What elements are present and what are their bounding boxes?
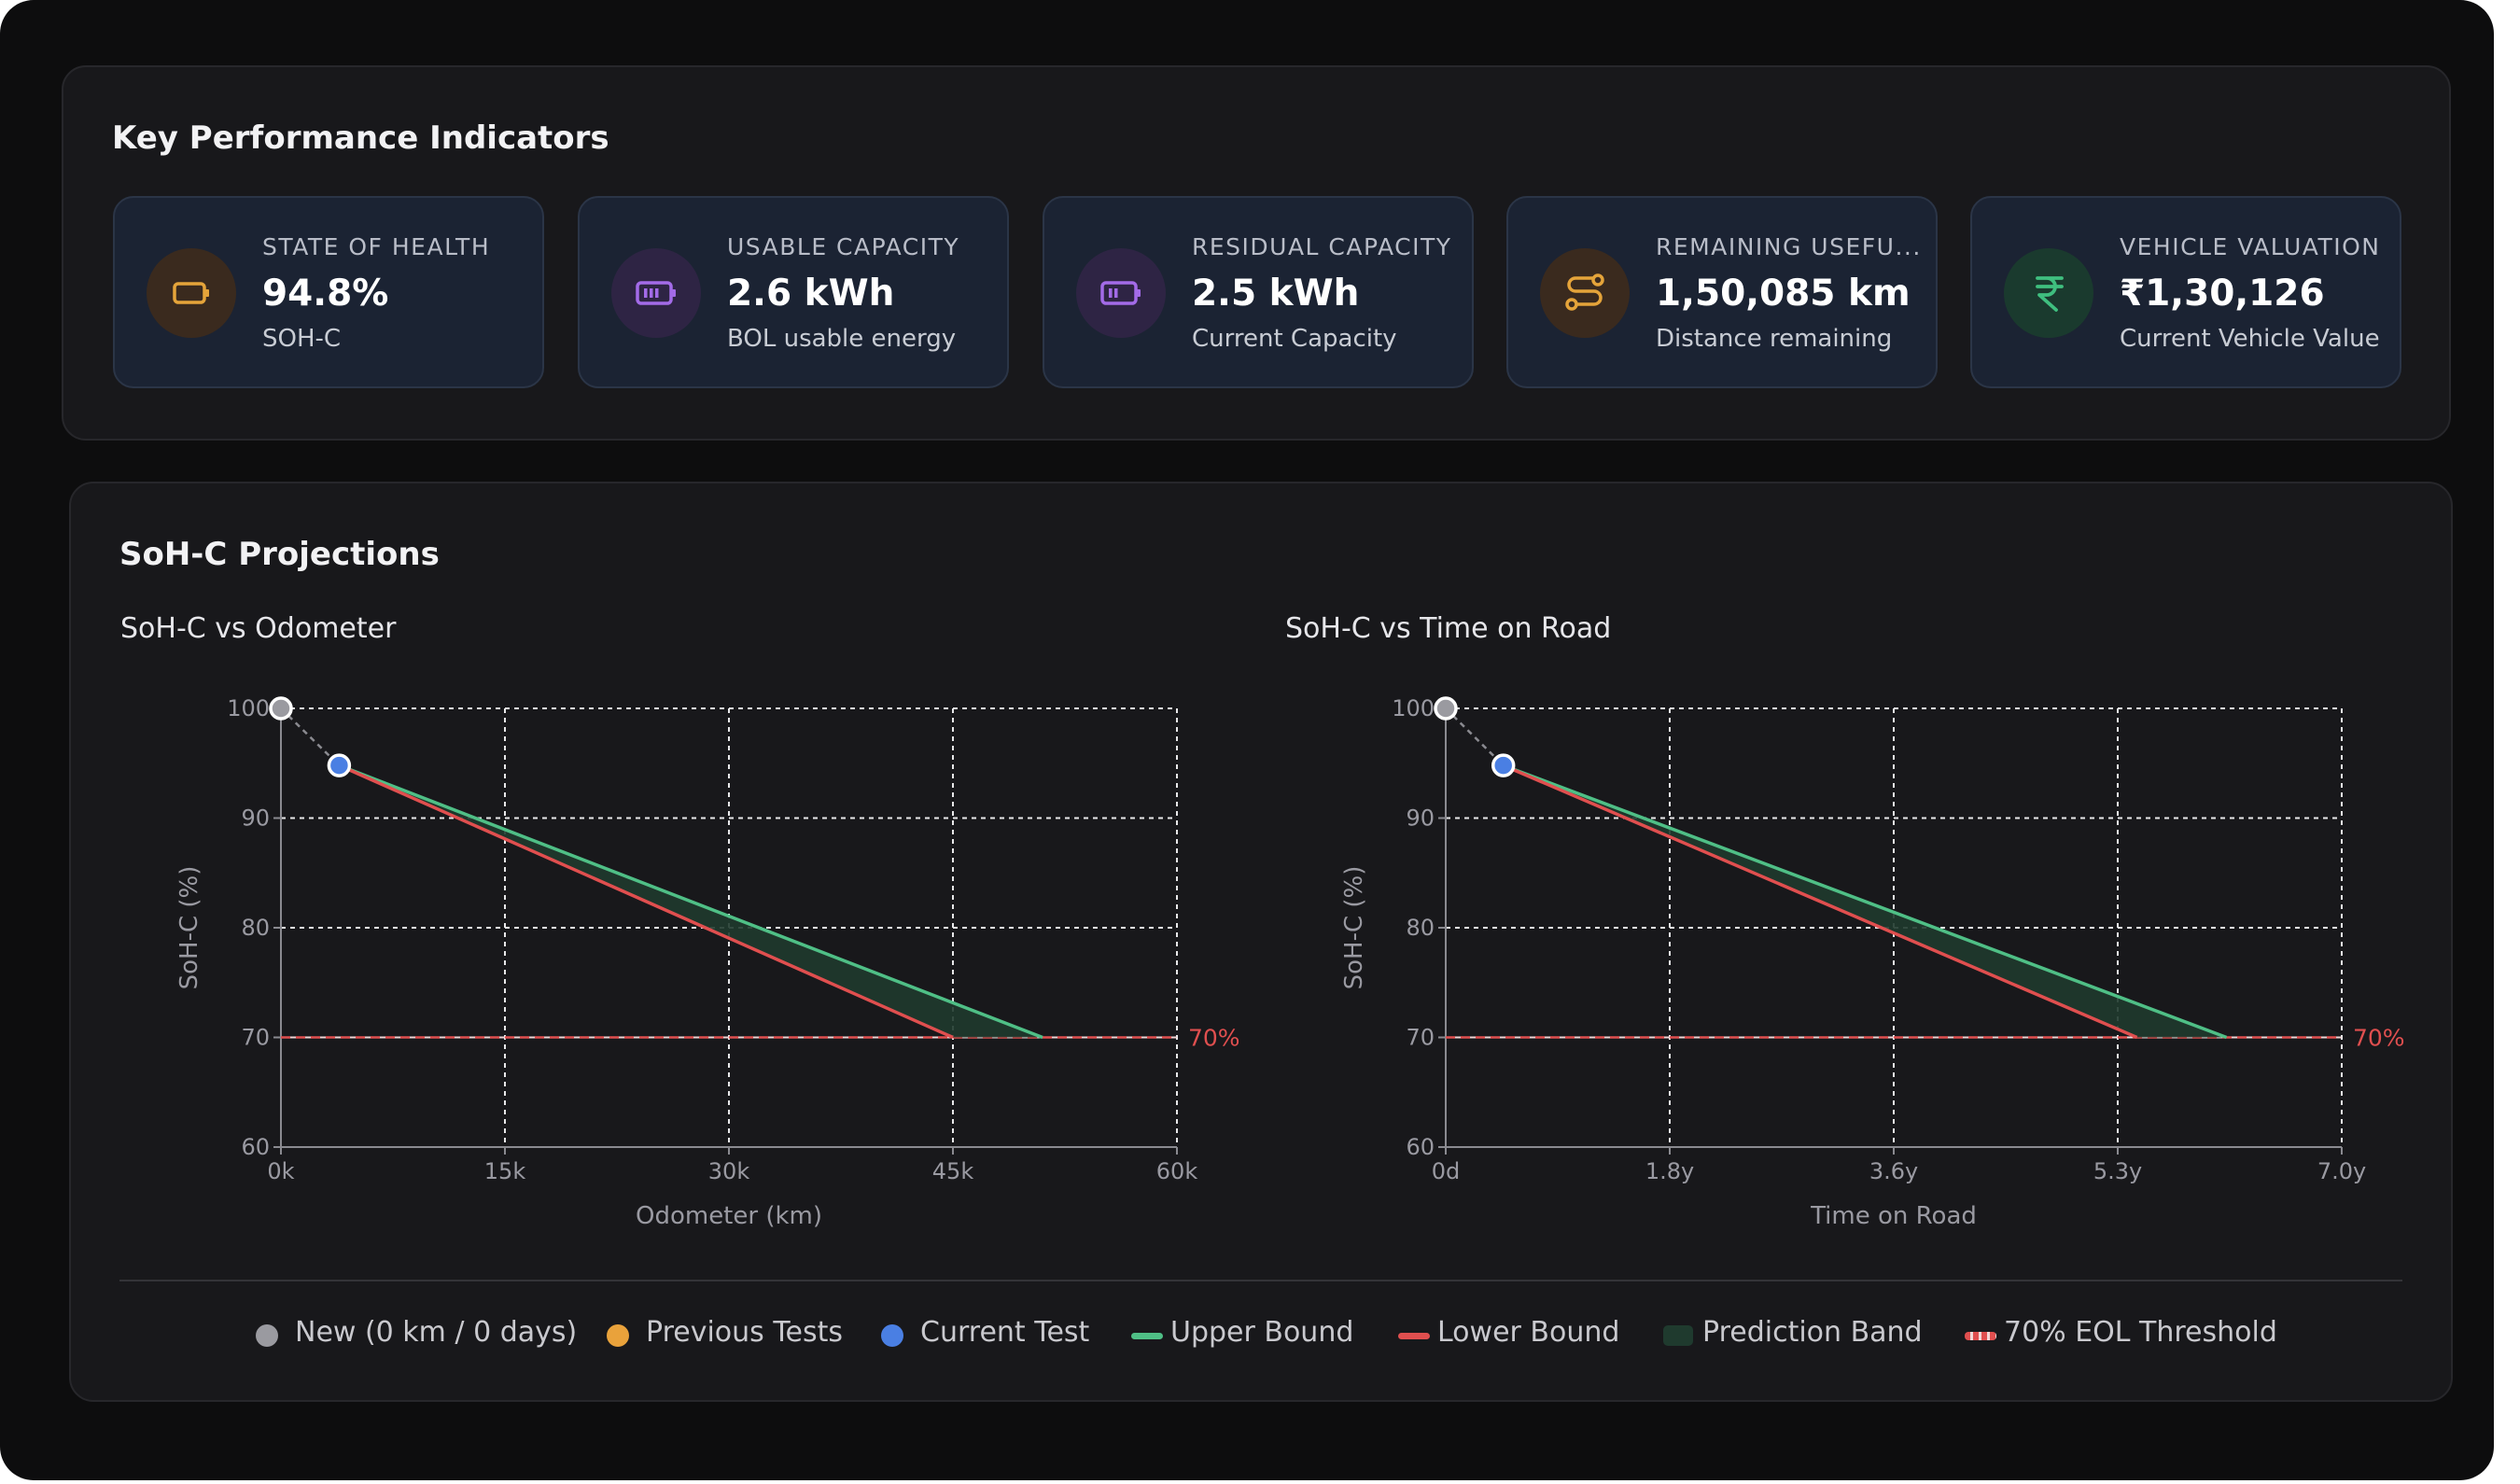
kpi-label: RESIDUAL CAPACITY: [1192, 233, 1452, 260]
kpi-card-1: STATE OF HEALTH 94.8% SOH-C: [113, 196, 544, 388]
kpi-subtext: SOH-C: [262, 325, 342, 353]
kpi-panel-title: Key Performance Indicators: [112, 119, 609, 157]
eol-threshold-label: 70%: [2353, 1025, 2405, 1052]
x-tick-label: 45k: [932, 1158, 974, 1184]
kpi-card-2: USABLE CAPACITY 2.6 kWh BOL usable energ…: [578, 196, 1009, 388]
x-tick-label: 1.8y: [1645, 1158, 1694, 1184]
y-tick-label: 70: [241, 1025, 270, 1051]
current-test-point[interactable]: [1491, 753, 1516, 777]
kpi-label: STATE OF HEALTH: [262, 233, 491, 260]
kpi-value: ₹1,30,126: [2120, 273, 2325, 315]
y-tick-label: 60: [1406, 1134, 1435, 1160]
kpi-value: 94.8%: [262, 273, 389, 315]
upper-bound-line: [338, 763, 1043, 1040]
kpi-subtext: Current Vehicle Value: [2120, 325, 2380, 353]
legend-dot: [607, 1324, 629, 1347]
x-axis-label: Time on Road: [1810, 1202, 1977, 1230]
legend-divider: [119, 1280, 2402, 1281]
kpi-card-5: VEHICLE VALUATION ₹1,30,126 Current Vehi…: [1970, 196, 2401, 388]
time-chart-title: SoH-C vs Time on Road: [1285, 612, 1612, 645]
new-point[interactable]: [1434, 696, 1458, 721]
lower-bound-line: [338, 763, 954, 1040]
kpi-subtext: BOL usable energy: [727, 325, 957, 353]
y-tick-label: 80: [241, 915, 270, 941]
rupee-icon: [2004, 248, 2093, 338]
legend-label: Current Test: [920, 1316, 1090, 1349]
x-tick-label: 0k: [267, 1158, 294, 1184]
kpi-card-3: RESIDUAL CAPACITY 2.5 kWh Current Capaci…: [1043, 196, 1474, 388]
eol-threshold-label: 70%: [1188, 1025, 1240, 1052]
x-tick-label: 5.3y: [2093, 1158, 2142, 1184]
legend-line: [1398, 1333, 1430, 1339]
time-on-road-chart: 0d 1.8y 3.6y 5.3y 7.0y 60 70 80 90 100 Time on Roa…: [1340, 695, 2405, 1230]
battery-medium-icon: [1076, 248, 1166, 338]
battery-full-icon: [611, 248, 701, 338]
x-axis-label: Odometer (km): [636, 1202, 822, 1230]
x-tick-label: 7.0y: [2317, 1158, 2366, 1184]
legend-dot: [256, 1324, 278, 1347]
new-point[interactable]: [269, 696, 293, 721]
y-tick-label: 90: [241, 805, 270, 832]
kpi-value: 2.5 kWh: [1192, 273, 1360, 315]
legend-band: [1663, 1325, 1693, 1346]
history-connector: [1445, 707, 1505, 766]
kpi-value: 1,50,085 km: [1656, 273, 1911, 315]
legend-label: New (0 km / 0 days): [295, 1316, 578, 1349]
legend-label: Upper Bound: [1170, 1316, 1354, 1349]
x-tick-label: 30k: [708, 1158, 750, 1184]
legend-label: Previous Tests: [646, 1316, 844, 1349]
projections-panel-title: SoH-C Projections: [119, 536, 440, 573]
x-tick-label: 15k: [484, 1158, 526, 1184]
y-tick-label: 70: [1406, 1025, 1435, 1051]
kpi-value: 2.6 kWh: [727, 273, 895, 315]
y-axis-label: SoH-C (%): [175, 866, 203, 990]
y-tick-label: 90: [1406, 805, 1435, 832]
kpi-subtext: Distance remaining: [1656, 325, 1893, 353]
y-tick-label: 100: [227, 695, 270, 721]
kpi-card-4: REMAINING USEFU... 1,50,085 km Distance …: [1506, 196, 1938, 388]
legend-line: [1131, 1333, 1163, 1339]
battery-icon: [147, 248, 236, 338]
route-icon: [1540, 248, 1630, 338]
x-tick-label: 60k: [1156, 1158, 1198, 1184]
current-test-point[interactable]: [327, 753, 352, 777]
legend-dot: [881, 1324, 903, 1347]
x-tick-label: 3.6y: [1869, 1158, 1918, 1184]
x-tick-label: 0d: [1432, 1158, 1461, 1184]
history-connector: [280, 707, 341, 766]
y-tick-label: 60: [241, 1134, 270, 1160]
projections-panel: SoH-C Projections: [69, 482, 2453, 1402]
odometer-chart: 0k 15k 30k 45k 60k 60 70 80 90 100 Odometer (km) So…: [175, 695, 1240, 1230]
upper-bound-line: [1503, 763, 2228, 1040]
y-axis-label: SoH-C (%): [1340, 866, 1368, 990]
kpi-subtext: Current Capacity: [1192, 325, 1397, 353]
lower-bound-line: [1503, 763, 2138, 1040]
kpi-label: USABLE CAPACITY: [727, 233, 960, 260]
legend-label: 70% EOL Threshold: [2004, 1316, 2277, 1349]
kpi-label: REMAINING USEFU...: [1656, 233, 1922, 260]
y-tick-label: 100: [1392, 695, 1435, 721]
odometer-chart-title: SoH-C vs Odometer: [120, 612, 397, 645]
legend-label: Prediction Band: [1702, 1316, 1923, 1349]
y-tick-label: 80: [1406, 915, 1435, 941]
legend-label: Lower Bound: [1437, 1316, 1620, 1349]
legend-dashed: [1965, 1332, 1996, 1340]
kpi-label: VEHICLE VALUATION: [2120, 233, 2381, 260]
